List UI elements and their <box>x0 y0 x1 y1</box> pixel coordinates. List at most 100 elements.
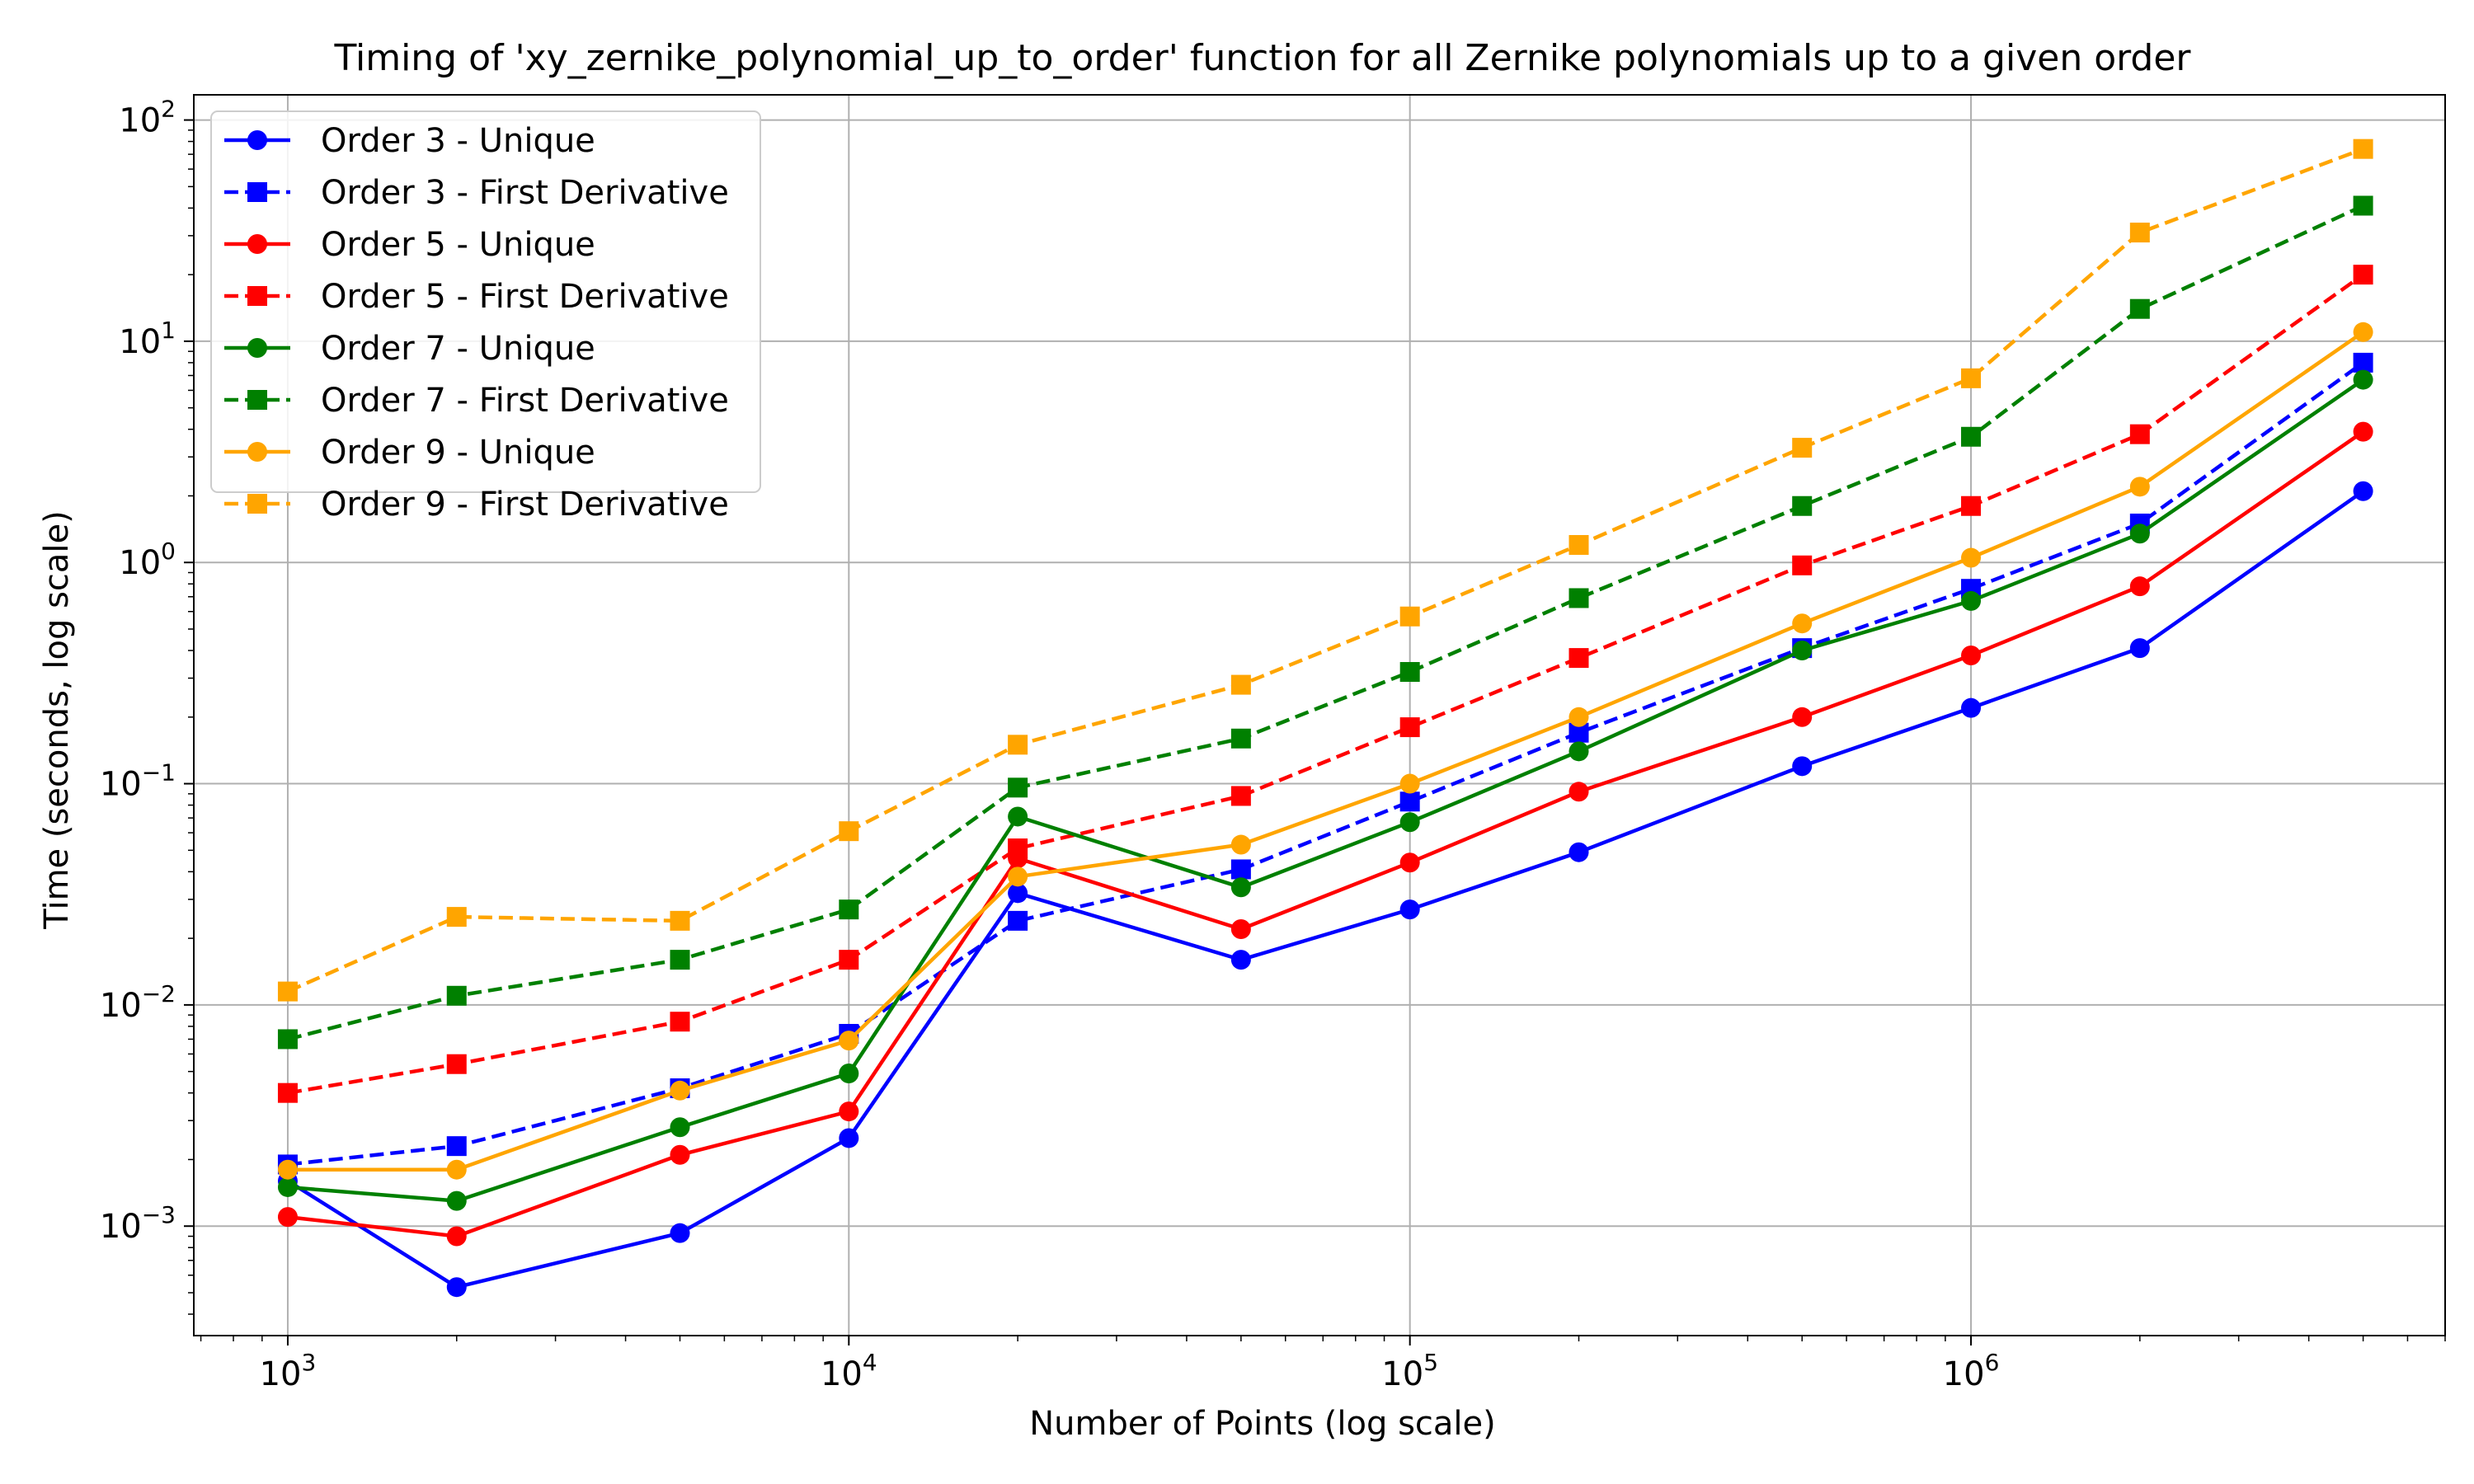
data-point <box>839 950 859 970</box>
legend-label: Order 5 - First Derivative <box>321 278 729 316</box>
data-point <box>1399 606 1420 627</box>
legend-item: Order 9 - Unique <box>224 434 595 472</box>
data-point <box>277 1207 298 1228</box>
series-line <box>286 489 2364 1289</box>
data-point <box>1961 368 1982 388</box>
data-point <box>1230 834 1251 855</box>
data-point <box>1792 756 1813 777</box>
data-point <box>1961 697 1982 718</box>
y-tick-label: 10−3 <box>100 1201 176 1246</box>
data-point <box>446 907 467 928</box>
data-point <box>670 1080 690 1101</box>
data-point <box>1008 866 1028 887</box>
data-point <box>446 1054 467 1074</box>
data-point <box>446 1190 467 1211</box>
data-point <box>1230 859 1251 880</box>
legend-item: Order 3 - First Derivative <box>224 174 729 212</box>
data-point <box>446 1277 467 1298</box>
data-point <box>1230 877 1251 898</box>
legend-item: Order 7 - First Derivative <box>224 382 729 420</box>
data-point <box>1230 728 1251 749</box>
data-point <box>1792 555 1813 575</box>
data-point <box>1961 495 1982 516</box>
data-point <box>1569 588 1589 608</box>
data-point <box>2129 298 2150 319</box>
legend-label: Order 7 - First Derivative <box>321 382 729 420</box>
data-point <box>670 910 690 931</box>
data-point <box>1569 707 1589 727</box>
legend-marker <box>247 130 267 150</box>
data-point <box>839 899 859 920</box>
data-point <box>2129 223 2150 243</box>
data-point <box>446 985 467 1006</box>
legend-item: Order 5 - Unique <box>224 226 595 264</box>
legend-item: Order 7 - Unique <box>224 330 595 368</box>
data-point <box>1008 735 1028 755</box>
legend-marker <box>247 390 267 410</box>
legend-item: Order 3 - Unique <box>224 122 595 160</box>
series-line <box>287 361 2364 1167</box>
y-tick-label: 10−1 <box>100 759 176 804</box>
data-point <box>277 1029 298 1050</box>
data-point <box>1008 910 1028 931</box>
data-point <box>1569 741 1589 762</box>
data-point <box>1399 662 1420 683</box>
data-point <box>1399 773 1420 794</box>
data-point <box>1792 613 1813 634</box>
data-point <box>1569 782 1589 802</box>
series-line <box>287 430 2364 1238</box>
data-point <box>1230 786 1251 806</box>
data-point <box>2129 638 2150 659</box>
legend-marker <box>247 182 267 202</box>
series-line <box>287 273 2364 1095</box>
data-point <box>2353 369 2373 390</box>
data-point <box>1008 806 1028 827</box>
series-order-7-unique <box>277 369 2373 1211</box>
data-point <box>1961 547 1982 568</box>
data-point <box>839 1101 859 1122</box>
x-axis-label: Number of Points (log scale) <box>1029 1405 1496 1443</box>
x-tick-label: 106 <box>1943 1349 2000 1393</box>
legend-item: Order 5 - First Derivative <box>224 278 729 316</box>
series-line <box>287 204 2364 1041</box>
data-point <box>1569 842 1589 862</box>
data-point <box>1230 919 1251 940</box>
y-tick-label: 100 <box>119 538 176 582</box>
legend-label: Order 5 - Unique <box>321 226 595 264</box>
data-point <box>839 1031 859 1051</box>
data-point <box>1569 534 1589 555</box>
series-order-3-unique <box>277 481 2373 1298</box>
data-point <box>1399 812 1420 833</box>
data-point <box>277 981 298 1002</box>
data-point <box>670 950 690 970</box>
series-line <box>287 378 2364 1203</box>
x-tick-label: 103 <box>260 1349 317 1393</box>
data-point <box>2129 477 2150 497</box>
data-point <box>1961 645 1982 665</box>
data-point <box>2353 139 2373 159</box>
legend-label: Order 9 - Unique <box>321 434 595 472</box>
data-point <box>839 1064 859 1084</box>
series-lines <box>277 139 2373 1298</box>
data-point <box>2129 576 2150 597</box>
data-point <box>1399 791 1420 812</box>
data-point <box>1792 495 1813 516</box>
legend-box <box>210 110 761 493</box>
chart-title: Timing of 'xy_zernike_polynomial_up_to_o… <box>333 37 2191 79</box>
data-point <box>2129 524 2150 544</box>
data-point <box>1230 674 1251 695</box>
data-point <box>2353 265 2373 285</box>
legend-marker <box>247 286 267 306</box>
plot-frame <box>193 94 2446 1336</box>
data-point <box>839 1128 859 1148</box>
data-point <box>670 1117 690 1138</box>
data-point <box>1792 641 1813 661</box>
legend-marker <box>247 338 267 358</box>
x-tick-label: 104 <box>821 1349 877 1393</box>
data-point <box>2353 481 2373 501</box>
data-point <box>446 1159 467 1180</box>
series-order-9-first-derivative <box>277 139 2373 1002</box>
legend: Order 3 - Unique Order 3 - First Derivati… <box>210 110 761 524</box>
legend-marker <box>247 494 267 514</box>
data-point <box>1961 426 1982 447</box>
